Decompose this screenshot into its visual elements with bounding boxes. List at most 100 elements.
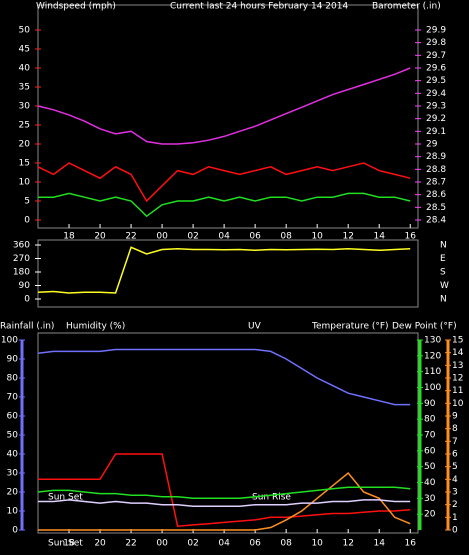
y-tick-label: 270 (13, 254, 30, 264)
x-tick-label: 10 (311, 232, 323, 242)
axis-label: Rainfall (.in) (0, 322, 54, 332)
y3-tick-label: 6 (452, 450, 458, 460)
y-tick-label: 90 (19, 281, 31, 291)
y2-tick-label: 28.4 (426, 216, 446, 226)
x-tick-label: 02 (187, 539, 198, 549)
series-line (37, 246, 411, 294)
axis-label: Temperature (°F) (311, 322, 389, 332)
y-tick-label: 35 (19, 83, 30, 93)
annotation: Sun Set (48, 493, 83, 503)
y2-tick-label: 30 (424, 494, 436, 504)
x-tick-label: 10 (311, 539, 323, 549)
chart-title: Current last 24 hours February 14 2014 (170, 2, 348, 12)
y-tick-label: 10 (19, 178, 31, 188)
y2-tick-label: 70 (424, 431, 436, 441)
plot-frame (37, 4, 419, 229)
y3-tick-label: 14 (452, 348, 464, 358)
series-line (37, 486, 411, 500)
y-tick-label: 80 (7, 374, 19, 384)
y2-tick-label: 28.7 (426, 178, 446, 188)
y3-tick-label: 10 (452, 399, 464, 409)
y2-tick-label: 28.6 (426, 190, 446, 200)
x-tick-label: 00 (156, 539, 168, 549)
series-line (38, 192, 411, 218)
y3-tick-label: 12 (452, 374, 463, 384)
y-tick-label: 0 (24, 295, 30, 305)
compass-label: N (440, 241, 447, 251)
y2-tick-label: 28.9 (426, 152, 446, 162)
compass-label: W (440, 281, 449, 291)
x-tick-label: 12 (342, 539, 353, 549)
y3-tick-label: 15 (452, 336, 463, 346)
y2-tick-label: 130 (424, 336, 441, 346)
annotation: Sun Rise (252, 493, 291, 503)
compass-label: N (440, 295, 447, 305)
y2-tick-label: 50 (424, 462, 436, 472)
y2-tick-label: 29.8 (426, 38, 446, 48)
y2-tick-label: 29.9 (426, 26, 446, 36)
x-tick-label: 02 (187, 232, 198, 242)
y2-tick-label: 29.3 (426, 102, 446, 112)
y2-tick-label: 29.2 (426, 114, 446, 124)
y-axis-label: Windspeed (mph) (36, 2, 116, 12)
y-tick-label: 360 (13, 241, 30, 251)
y-tick-label: 10 (7, 507, 19, 517)
y-tick-label: 100 (1, 336, 18, 346)
y-tick-label: 20 (19, 140, 31, 150)
x-tick-label: 20 (94, 232, 106, 242)
y3-tick-label: 7 (452, 437, 458, 447)
x-tick-label: 18 (63, 539, 75, 549)
y2-tick-label: 29.6 (426, 64, 446, 74)
y3-tick-label: 9 (452, 412, 458, 422)
y-tick-label: 30 (19, 102, 31, 112)
plot-frame (37, 239, 419, 308)
series-line (38, 453, 411, 528)
y3-tick-label: 11 (452, 386, 463, 396)
x-tick-label: 22 (125, 232, 136, 242)
y3-tick-label: 3 (452, 488, 458, 498)
x-tick-label: 04 (218, 539, 230, 549)
x-tick-label: 16 (405, 539, 417, 549)
series-line (37, 348, 411, 406)
y-tick-label: 180 (13, 268, 30, 278)
series-line (37, 162, 411, 203)
y-tick-label: 0 (12, 526, 18, 536)
y-tick-label: 30 (7, 469, 19, 479)
y-tick-label: 60 (7, 412, 19, 422)
y3-tick-label: 8 (452, 424, 458, 434)
y2-tick-label: 29.1 (426, 127, 446, 137)
y2-tick-label: 29.5 (426, 76, 446, 86)
y-tick-label: 50 (7, 431, 19, 441)
y-tick-label: 20 (7, 488, 19, 498)
x-tick-label: 08 (280, 232, 292, 242)
y2-tick-label: 20 (424, 510, 436, 520)
y2-axis-label: Barometer (.in) (372, 2, 441, 12)
plot-frame (37, 332, 419, 534)
x-tick-label: 18 (63, 232, 75, 242)
series-line (38, 499, 411, 508)
y-tick-label: 70 (7, 393, 19, 403)
y3-tick-label: 2 (452, 500, 458, 510)
axis-label: UV (248, 322, 262, 332)
x-tick-label: 08 (280, 539, 292, 549)
y2-tick-label: 29.4 (426, 89, 446, 99)
y-tick-label: 0 (24, 216, 30, 226)
y-tick-label: 40 (19, 64, 31, 74)
x-tick-label: 14 (373, 539, 385, 549)
y2-tick-label: 28.5 (426, 203, 446, 213)
compass-label: S (440, 268, 446, 278)
y-tick-label: 45 (19, 45, 30, 55)
series-line (37, 67, 411, 145)
y-tick-label: 15 (19, 159, 30, 169)
compass-label: E (440, 254, 446, 264)
axis-label: Humidity (%) (66, 322, 125, 332)
annotation: Sun Set (48, 539, 83, 549)
x-tick-label: 22 (125, 539, 136, 549)
x-tick-label: 06 (249, 232, 261, 242)
x-tick-label: 00 (156, 232, 168, 242)
y2-tick-label: 28.8 (426, 165, 446, 175)
y3-tick-label: 5 (452, 462, 458, 472)
y2-tick-label: 80 (424, 415, 436, 425)
y3-tick-label: 0 (452, 526, 458, 536)
